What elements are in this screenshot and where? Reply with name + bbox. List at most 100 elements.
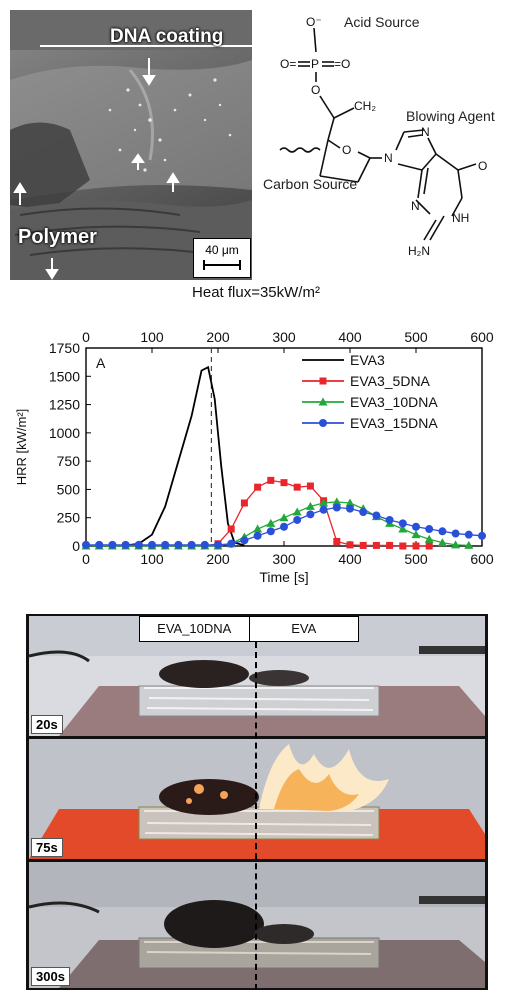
data-point-eva3-10dna [398,524,408,533]
x-tick-label: 500 [404,551,428,567]
top-tick-label: 100 [140,329,164,345]
data-point-eva3-15dna [385,515,394,524]
x-tick-label: 200 [206,551,230,567]
data-point-eva3-5dna [372,541,380,549]
burning-photo-sequence: 20s 75s 300s EVA_10DNA EVA [26,614,488,990]
data-point-eva3-15dna [227,539,236,548]
data-point-eva3-15dna [253,531,262,540]
time-label-20s: 20s [31,715,63,734]
data-point-eva3-15dna [359,508,368,517]
legend-marker [319,377,327,385]
data-point-eva3-15dna [319,505,328,514]
data-point-eva3-15dna [121,540,130,549]
photo-header: EVA_10DNA EVA [139,616,359,642]
data-point-eva3-15dna [214,540,222,549]
data-point-eva3-15dna [332,503,341,512]
data-point-eva3-10dna [279,513,289,522]
data-point-eva3-10dna [451,540,461,549]
photo-frame-300s: 300s [29,862,485,988]
data-point-eva3-15dna [134,540,143,549]
legend-label-eva3-10dna: EVA3_10DNA [350,394,438,410]
sem-image [10,10,252,280]
sample-divider-line [255,642,257,990]
scale-bar-label: 40 μm [205,243,239,257]
blowing-agent-label: Blowing Agent [406,108,495,124]
data-point-eva3-15dna [200,540,209,549]
data-point-eva3-10dna [345,498,355,507]
chart-title: Heat flux=35kW/m² [192,284,320,301]
data-point-eva3-15dna [266,527,275,536]
data-point-eva3-15dna [187,540,196,549]
y-tick-label: 1500 [49,368,80,384]
y-tick-label: 1750 [49,340,80,356]
top-tick-label: 400 [338,329,362,345]
data-point-eva3-15dna [464,530,473,539]
data-point-eva3-15dna [346,504,354,513]
data-point-eva3-15dna [174,540,183,549]
atom-o-link: O [311,83,320,97]
data-point-eva3-10dna [319,498,329,507]
data-point-eva3-5dna [412,542,420,550]
time-label-300s: 300s [31,967,70,986]
data-point-eva3-10dna [253,524,263,533]
y-tick-label: 500 [57,481,81,497]
y-tick-label: 750 [57,453,81,469]
scale-bar: 40 μm [193,238,251,278]
x-tick-label: 300 [272,551,296,567]
x-tick-label: 400 [338,551,362,567]
atom-ch2: CH₂ [354,99,376,113]
atom-o-ring: O [342,143,351,157]
data-point-eva3-15dna [425,525,434,534]
acid-source-label: Acid Source [344,14,420,30]
data-point-eva3-10dna [332,497,342,506]
time-label-75s: 75s [31,838,63,857]
data-point-eva3-10dna [292,507,302,516]
x-tick-label: 100 [140,551,164,567]
data-point-eva3-5dna [359,541,367,549]
header-eva-10dna: EVA_10DNA [157,621,232,636]
data-point-eva3-5dna [399,542,407,550]
atom-o-eq-left: O= [280,57,296,71]
legend-label-eva3: EVA3 [350,352,385,368]
data-point-eva3-5dna [240,499,248,507]
data-point-eva3-15dna [398,519,407,528]
carbon-source-label: Carbon Source [263,176,358,192]
data-point-eva3-10dna [411,530,421,539]
photo-300s-image [29,862,485,988]
x-tick-label: 600 [470,551,494,567]
chart-plot: 0 100 200 300 400 500 600 0 100 200 300 400 500 600 0 2… [14,329,494,585]
data-point-eva3-5dna [306,482,314,490]
y-tick-label: 1250 [49,397,80,413]
sem-micrograph: DNA coating Polymer 40 μm [10,10,252,280]
data-point-eva3-15dna [280,522,288,531]
data-point-eva3-15dna [161,540,170,549]
y-tick-label: 250 [57,510,81,526]
data-point-eva3-15dna [240,536,249,545]
atom-p: P [311,57,319,71]
legend-marker [319,419,327,427]
data-point-eva3-15dna [95,540,104,549]
atom-nh: NH [452,211,469,225]
data-point-eva3-10dna [424,534,434,543]
hrr-chart: Heat flux=35kW/m² 0 100 200 300 400 500 600 0 10… [0,284,512,614]
photo-75s-image [29,739,485,859]
legend-label-eva3-5dna: EVA3_5DNA [350,373,431,389]
data-point-eva3-15dna [82,540,90,549]
atom-h2n: H₂N [408,244,430,258]
y-tick-label: 1000 [49,425,80,441]
data-point-eva3-10dna [305,501,315,510]
x-axis-label: Time [s] [259,569,308,585]
atom-o-eq-right: =O [334,57,350,71]
dna-nucleotide-structure: O⁻ O= P =O O CH₂ O N N O NH N H₂N Acid S… [258,0,512,282]
top-tick-label: 0 [82,329,90,345]
atom-o-minus: O⁻ [306,15,322,29]
data-point-eva3-10dna [437,538,447,547]
data-point-eva3-5dna [293,483,301,491]
series-line-eva3-10dna [86,501,469,547]
data-point-eva3-5dna [267,476,275,484]
data-point-eva3-5dna [227,525,235,533]
data-point-eva3-15dna [148,540,156,549]
legend-marker [318,397,328,406]
data-point-eva3-15dna [108,540,117,549]
top-tick-label: 600 [470,329,494,345]
